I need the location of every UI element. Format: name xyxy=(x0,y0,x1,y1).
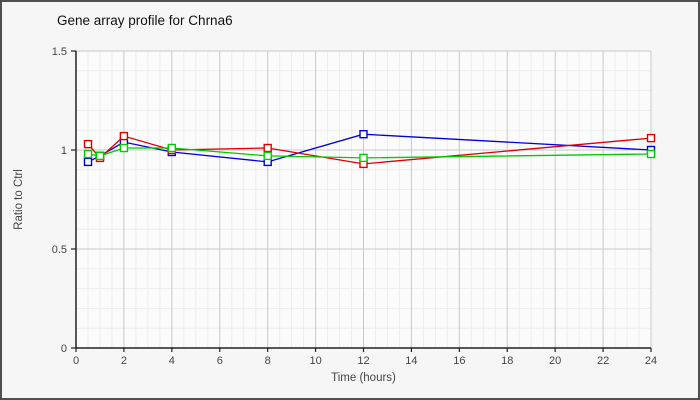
y-tick-label: 0 xyxy=(61,343,67,355)
x-tick-label: 6 xyxy=(217,355,223,367)
x-tick-label: 18 xyxy=(501,355,513,367)
series-green-marker xyxy=(119,143,129,153)
series-blue-marker xyxy=(359,129,368,139)
x-tick-label: 22 xyxy=(597,355,609,367)
series-green-marker xyxy=(263,151,272,161)
series-red-marker xyxy=(263,143,272,153)
x-axis-label: Time (hours) xyxy=(331,372,396,384)
x-tick-label: 16 xyxy=(453,355,465,367)
x-tick-label: 2 xyxy=(121,355,127,367)
y-tick-label: 1 xyxy=(61,145,67,157)
series-green-marker xyxy=(646,149,656,159)
series-blue-marker xyxy=(83,157,93,167)
x-tick-label: 0 xyxy=(73,355,79,367)
x-tick-label: 8 xyxy=(265,355,271,367)
y-axis-ticks: 0 0.5 1 1.5 xyxy=(52,46,76,355)
series-red-marker xyxy=(83,139,93,149)
series-green-marker xyxy=(83,149,93,159)
series-red-marker xyxy=(119,131,129,141)
y-tick-label: 0.5 xyxy=(52,244,67,256)
chart-title: Gene array profile for Chrna6 xyxy=(57,13,233,28)
x-tick-label: 14 xyxy=(405,355,417,367)
y-axis-label: Ratio to Ctrl xyxy=(13,169,25,230)
series-green-marker xyxy=(359,153,368,163)
x-tick-label: 12 xyxy=(357,355,369,367)
x-tick-label: 10 xyxy=(309,355,321,367)
series-green xyxy=(83,143,656,163)
series-red-marker xyxy=(646,133,656,143)
x-tick-label: 4 xyxy=(169,355,175,367)
x-tick-label: 24 xyxy=(645,355,657,367)
series-green-marker xyxy=(95,151,105,161)
y-tick-label: 1.5 xyxy=(52,46,67,58)
x-tick-label: 20 xyxy=(549,355,561,367)
series-green-marker xyxy=(167,143,177,153)
x-axis-ticks: 0 2 4 6 8 10 12 14 16 18 20 22 24 xyxy=(73,348,657,367)
